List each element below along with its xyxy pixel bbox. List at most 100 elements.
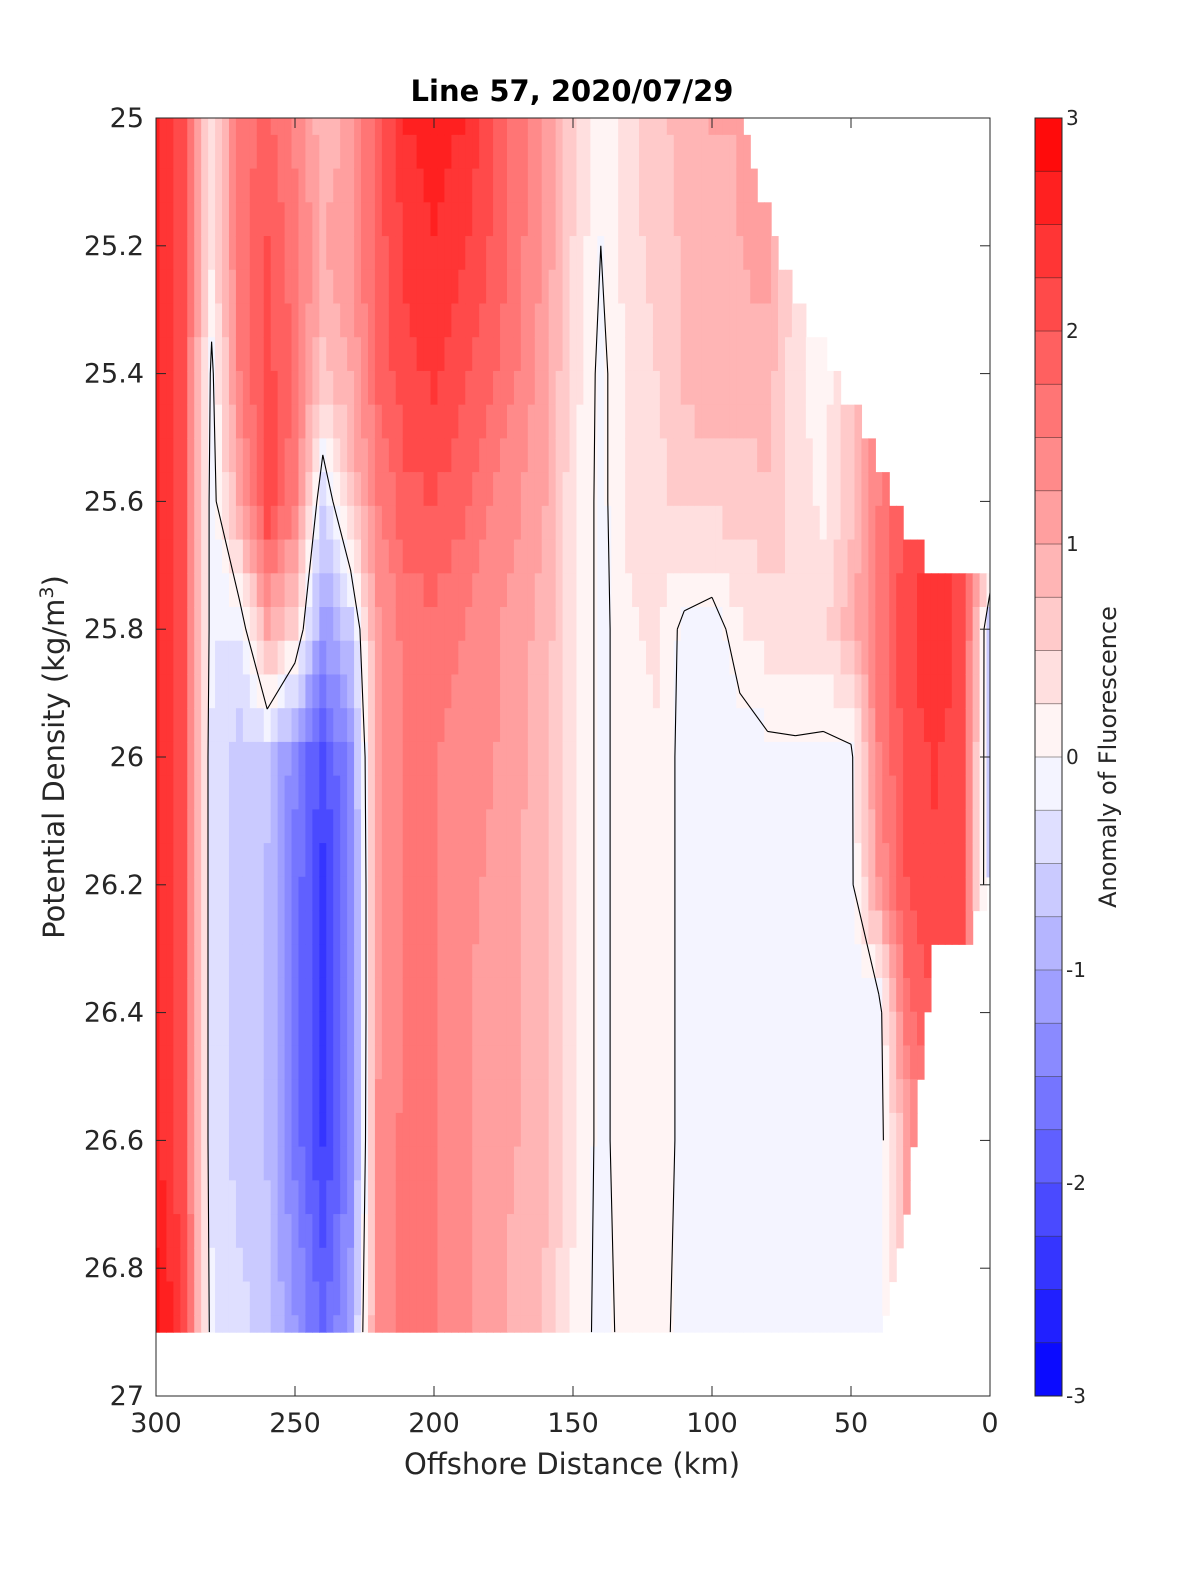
- heatmap-cell: [222, 370, 230, 406]
- heatmap-cell: [201, 843, 209, 878]
- heatmap-cell: [159, 168, 168, 203]
- heatmap-cell: [743, 674, 751, 709]
- heatmap-cell: [222, 1011, 230, 1047]
- heatmap-cell: [569, 607, 578, 642]
- heatmap-cell: [798, 303, 807, 338]
- heatmap-cell: [305, 674, 313, 709]
- heatmap-cell: [215, 1079, 223, 1114]
- heatmap-cell: [284, 1112, 293, 1148]
- heatmap-cell: [409, 1315, 418, 1333]
- heatmap-cell: [201, 1146, 209, 1181]
- heatmap-cell: [632, 1281, 640, 1316]
- heatmap-cell: [930, 573, 939, 608]
- heatmap-cell: [930, 876, 939, 912]
- heatmap-cell: [819, 1315, 828, 1333]
- heatmap-cell: [673, 404, 682, 439]
- heatmap-cell: [284, 370, 293, 406]
- heatmap-cell: [180, 118, 188, 136]
- heatmap-cell: [805, 1045, 814, 1080]
- heatmap-cell: [618, 876, 626, 912]
- heatmap-cell: [861, 472, 869, 507]
- heatmap-cell: [645, 708, 654, 743]
- heatmap-cell: [778, 404, 786, 439]
- heatmap-cell: [944, 674, 953, 709]
- heatmap-cell: [708, 607, 717, 642]
- heatmap-cell: [618, 1045, 626, 1080]
- heatmap-cell: [680, 1079, 689, 1114]
- heatmap-cell: [451, 118, 459, 136]
- heatmap-cell: [194, 1011, 202, 1047]
- heatmap-cell: [541, 539, 550, 574]
- heatmap-cell: [583, 1214, 591, 1249]
- heatmap-cell: [444, 573, 452, 608]
- heatmap-cell: [778, 607, 786, 642]
- heatmap-cell: [701, 539, 710, 574]
- heatmap-cell: [639, 438, 647, 473]
- heatmap-cell: [486, 118, 494, 136]
- heatmap-cell: [979, 640, 988, 676]
- heatmap-cell: [930, 741, 939, 777]
- heatmap-cell: [854, 1180, 863, 1215]
- heatmap-cell: [708, 236, 717, 271]
- heatmap-cell: [500, 1315, 508, 1333]
- heatmap-cell: [652, 337, 661, 372]
- heatmap-cell: [305, 337, 313, 372]
- heatmap-cell: [548, 910, 557, 945]
- heatmap-cell: [270, 1214, 279, 1249]
- heatmap-cell: [194, 202, 202, 237]
- heatmap-cell: [604, 337, 612, 372]
- heatmap-cell: [833, 1315, 842, 1333]
- heatmap-cell: [778, 775, 786, 810]
- heatmap-cell: [896, 910, 904, 945]
- heatmap-cell: [722, 910, 730, 945]
- heatmap-cell: [576, 236, 585, 271]
- heatmap-cell: [493, 607, 501, 642]
- heatmap-cell: [347, 1180, 355, 1215]
- heatmap-cell: [520, 910, 529, 945]
- heatmap-cell: [757, 539, 765, 574]
- heatmap-cell: [506, 269, 515, 305]
- heatmap-cell: [256, 977, 265, 1013]
- heatmap-cell: [639, 168, 647, 203]
- heatmap-cell: [409, 370, 418, 406]
- heatmap-cell: [277, 505, 286, 541]
- heatmap-cell: [722, 303, 730, 338]
- heatmap-cell: [187, 708, 195, 743]
- heatmap-cell: [625, 1281, 633, 1316]
- heatmap-cell: [235, 573, 244, 608]
- heatmap-cell: [374, 573, 383, 608]
- heatmap-cell: [395, 1281, 404, 1316]
- heatmap-cell: [270, 775, 279, 810]
- heatmap-cell: [187, 674, 195, 709]
- heatmap-cell: [451, 202, 459, 237]
- heatmap-cell: [187, 236, 195, 271]
- heatmap-cell: [409, 1180, 418, 1215]
- heatmap-cell: [680, 370, 689, 406]
- heatmap-cell: [812, 741, 821, 777]
- heatmap-cell: [951, 674, 960, 709]
- heatmap-cell: [715, 607, 724, 642]
- heatmap-cell: [625, 977, 633, 1013]
- heatmap-cell: [159, 944, 168, 979]
- heatmap-cell: [639, 1079, 647, 1114]
- heatmap-cell: [479, 505, 487, 541]
- heatmap-cell: [541, 741, 550, 777]
- heatmap-cell: [576, 1146, 585, 1181]
- heatmap-cell: [541, 809, 550, 844]
- heatmap-cell: [750, 674, 758, 709]
- heatmap-cell: [944, 573, 953, 608]
- heatmap-cell: [764, 404, 772, 439]
- heatmap-cell: [430, 472, 439, 507]
- heatmap-cell: [833, 708, 842, 743]
- heatmap-cell: [819, 1281, 828, 1316]
- heatmap-cell: [861, 1146, 869, 1181]
- heatmap-cell: [798, 607, 807, 642]
- heatmap-cell: [736, 1045, 744, 1080]
- heatmap-cell: [228, 1180, 237, 1215]
- heatmap-cell: [444, 1281, 452, 1316]
- heatmap-cell: [208, 1146, 216, 1181]
- heatmap-cell: [444, 1045, 452, 1080]
- heatmap-cell: [159, 876, 168, 912]
- heatmap-cell: [722, 607, 730, 642]
- heatmap-cell: [166, 708, 174, 743]
